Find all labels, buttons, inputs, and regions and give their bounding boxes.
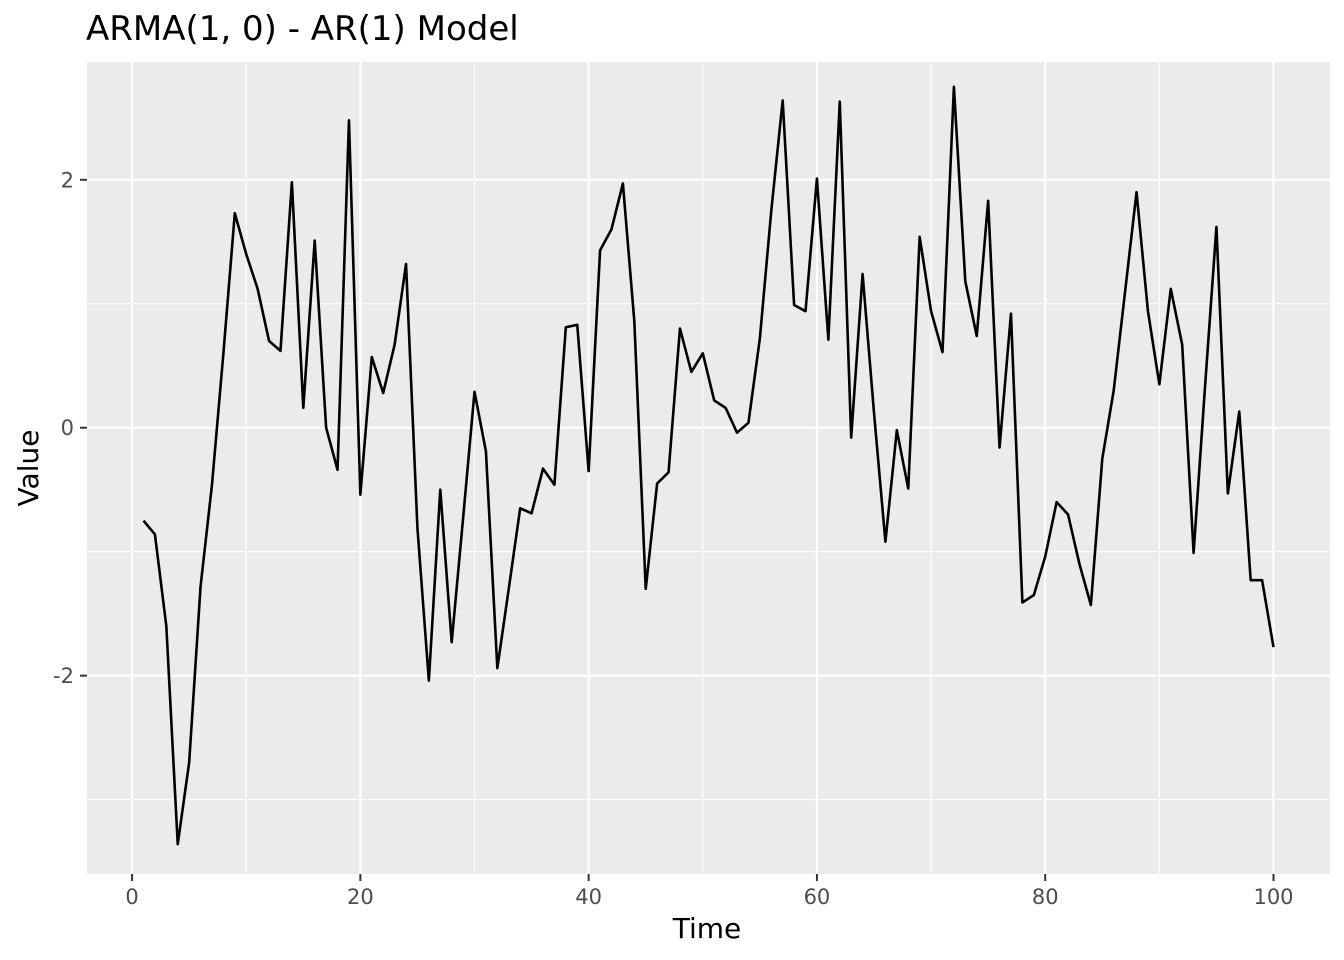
x-axis: 0 20 40 60 80 100 xyxy=(125,874,1294,909)
x-tick-label: 0 xyxy=(125,885,138,909)
chart-title: ARMA(1, 0) - AR(1) Model xyxy=(86,9,519,49)
panel-background xyxy=(87,62,1330,874)
y-tick-label: -2 xyxy=(53,664,74,688)
x-tick-label: 40 xyxy=(575,885,602,909)
y-axis: -2 0 2 xyxy=(53,168,87,688)
y-tick-label: 0 xyxy=(61,416,74,440)
series-line xyxy=(142,85,1275,846)
x-tick-label: 60 xyxy=(804,885,831,909)
x-tick-label: 80 xyxy=(1032,885,1059,909)
x-tick-label: 20 xyxy=(347,885,374,909)
x-tick-label: 100 xyxy=(1253,885,1293,909)
x-axis-title: Time xyxy=(672,912,742,945)
y-tick-label: 2 xyxy=(61,168,74,192)
y-axis-title: Value xyxy=(12,430,45,507)
plot-panel xyxy=(87,62,1330,874)
